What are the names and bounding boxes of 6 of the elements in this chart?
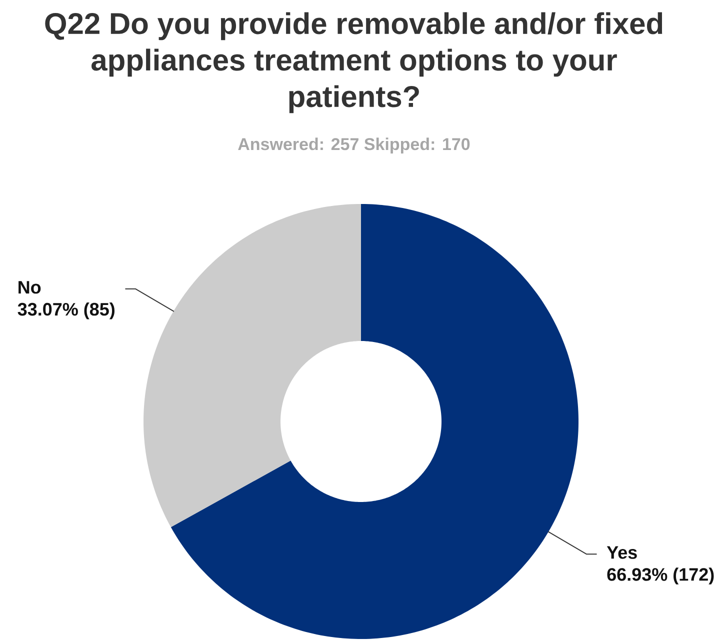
slice-label: No [18,281,41,294]
chart-title: Q22 Do you provide removable and/or fixed appliances treatment options to your patients? [45,12,662,114]
data-label: 33.07% (85) [18,302,114,320]
data-label: 66.93% (172) [607,568,714,584]
chart-subtitle: Answered: 257 Skipped: 170 [238,138,470,154]
slice-label: Yes [606,546,637,559]
